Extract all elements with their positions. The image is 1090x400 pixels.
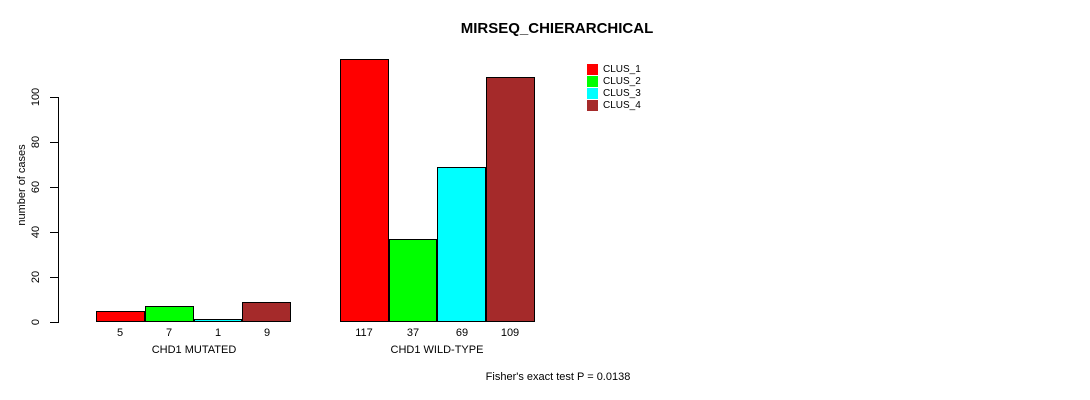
y-tick — [50, 187, 58, 188]
legend-label: CLUS_1 — [603, 63, 641, 75]
y-tick-label: 100 — [30, 87, 42, 107]
legend-swatch — [587, 87, 598, 99]
group-label: CHD1 MUTATED — [151, 344, 237, 356]
y-axis-label: number of cases — [16, 144, 28, 226]
bar — [437, 167, 486, 322]
legend-item: CLUS_4 — [587, 99, 641, 111]
legend-swatch — [587, 63, 598, 75]
legend-item: CLUS_2 — [587, 75, 641, 87]
bar-value-label: 5 — [116, 327, 124, 339]
legend-label: CLUS_3 — [603, 87, 641, 99]
bar-value-label: 9 — [263, 327, 271, 339]
bar-value-label: 69 — [455, 327, 469, 339]
y-tick-label: 80 — [30, 135, 42, 149]
group-label: CHD1 WILD-TYPE — [390, 344, 484, 356]
bar-value-label: 109 — [500, 327, 520, 339]
bar-value-label: 1 — [214, 327, 222, 339]
legend-label: CLUS_2 — [603, 75, 641, 87]
y-tick — [50, 97, 58, 98]
legend-swatch — [587, 75, 598, 87]
bar — [145, 306, 194, 322]
bar — [486, 77, 535, 322]
bar-value-label: 7 — [165, 327, 173, 339]
legend-swatch — [587, 99, 598, 111]
y-tick-label: 40 — [30, 225, 42, 239]
y-tick-label: 60 — [30, 180, 42, 194]
footer-annotation: Fisher's exact test P = 0.0138 — [485, 371, 631, 383]
y-tick-label: 20 — [30, 270, 42, 284]
bar — [96, 311, 145, 322]
y-tick — [50, 232, 58, 233]
legend-item: CLUS_3 — [587, 87, 641, 99]
bar-value-label: 117 — [355, 327, 373, 339]
bar — [194, 319, 242, 322]
y-tick — [50, 142, 58, 143]
y-axis-line — [58, 97, 59, 323]
plot-title: MIRSEQ_CHIERARCHICAL — [460, 20, 654, 37]
bar — [340, 59, 389, 322]
legend: CLUS_1 CLUS_2 CLUS_3 CLUS_4 — [587, 63, 641, 111]
legend-label: CLUS_4 — [603, 99, 641, 111]
bar-value-label: 37 — [406, 327, 420, 339]
y-tick — [50, 322, 58, 323]
bar — [242, 302, 291, 322]
y-tick-label: 0 — [30, 318, 42, 326]
bar — [389, 239, 437, 322]
y-tick — [50, 277, 58, 278]
legend-item: CLUS_1 — [587, 63, 641, 75]
